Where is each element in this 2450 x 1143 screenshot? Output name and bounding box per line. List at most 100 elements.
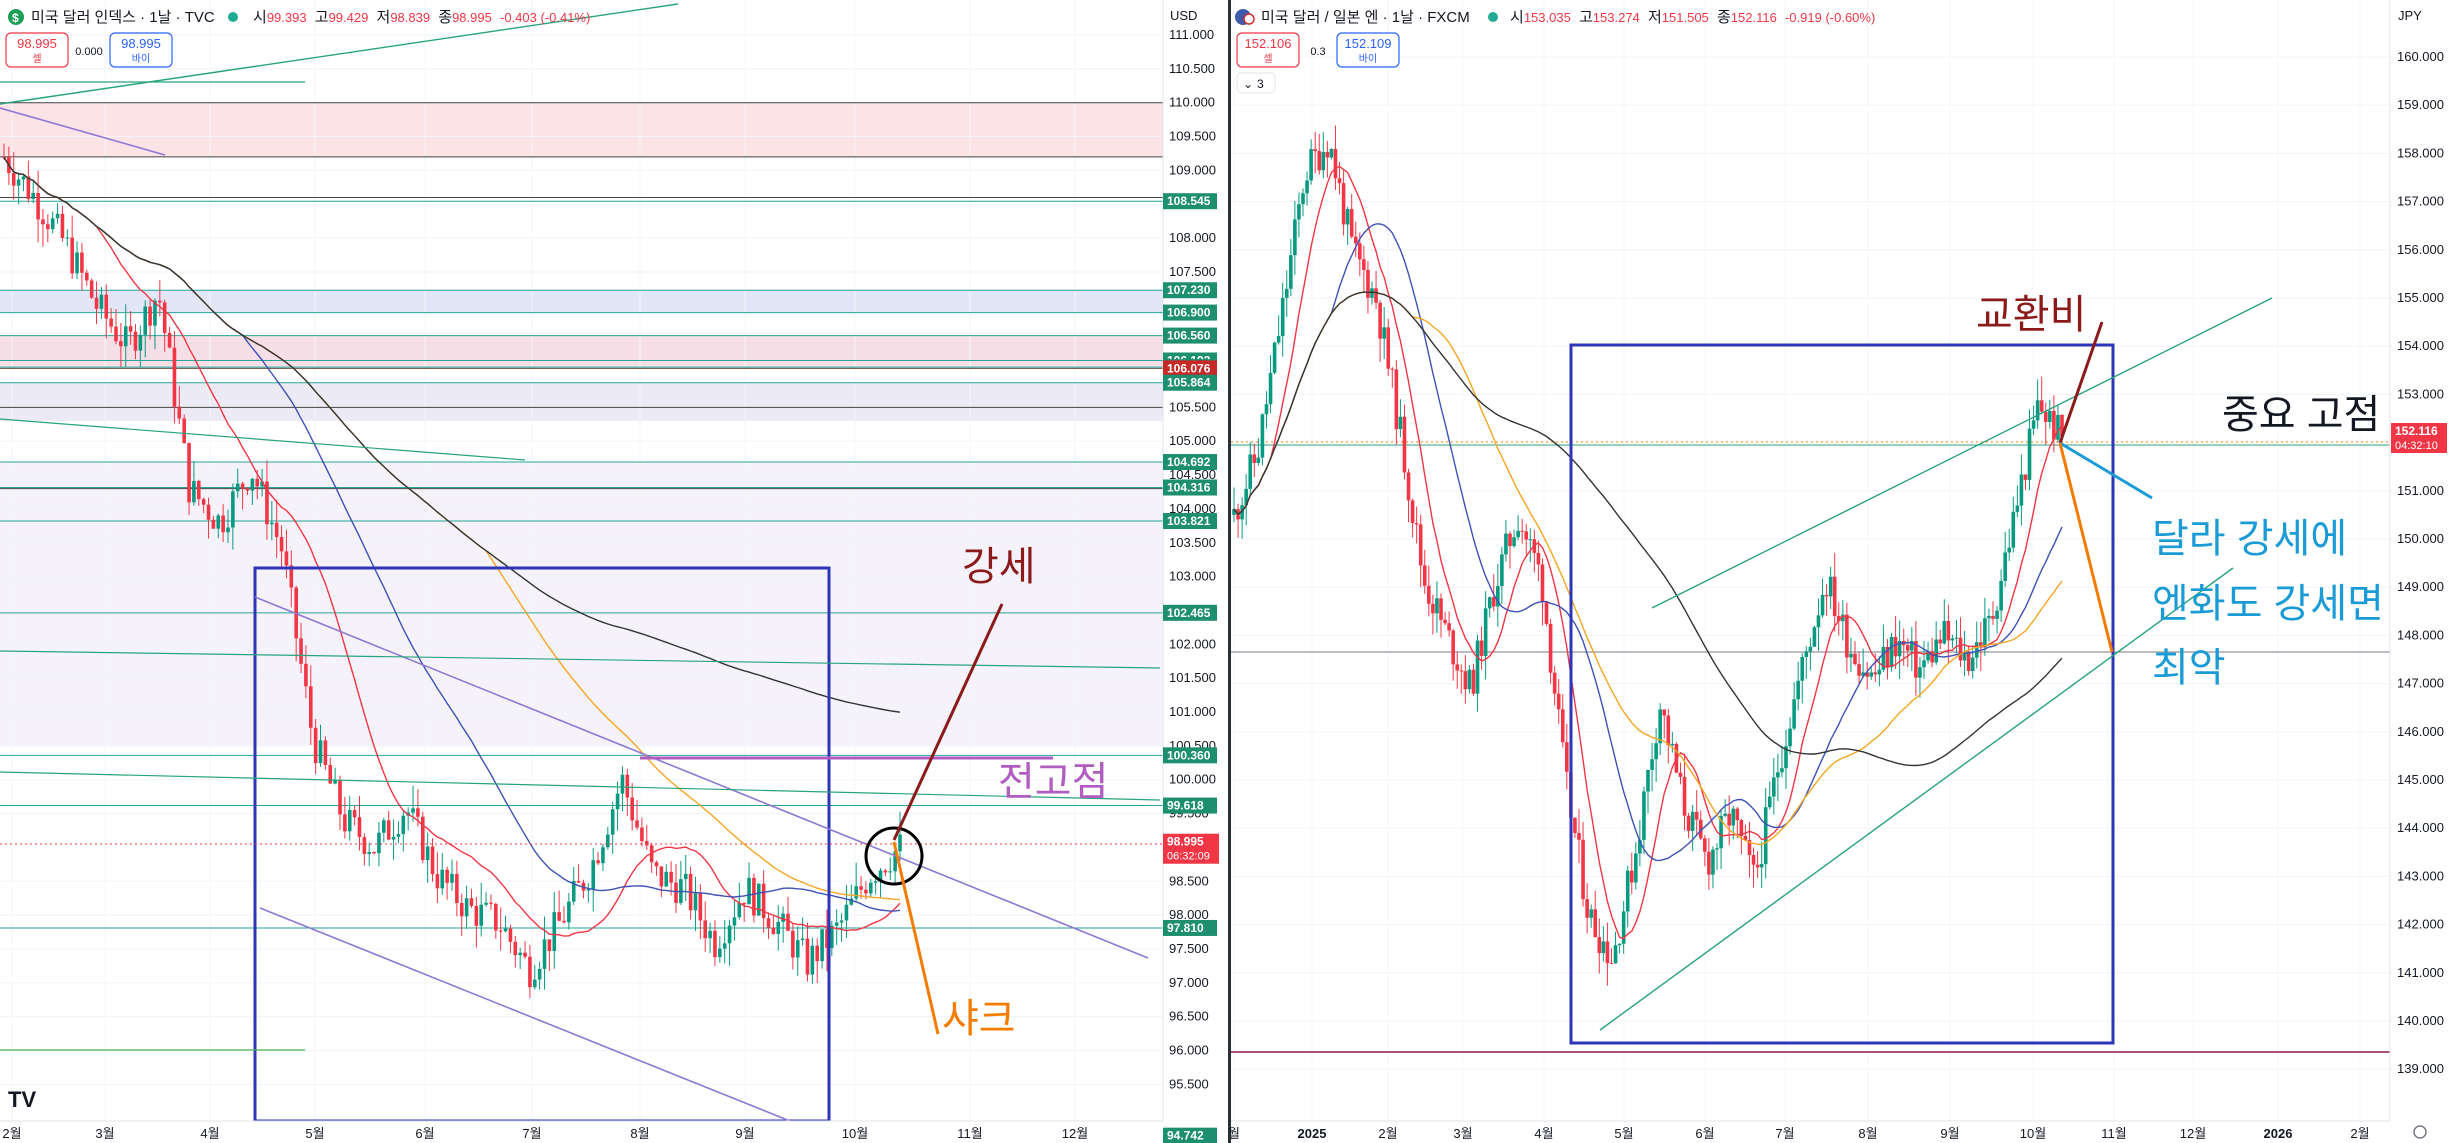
dxy-price-badge-label: 103.821 xyxy=(1167,514,1211,528)
dxy-trend-green-top[interactable] xyxy=(0,3,679,105)
usdjpy-y-tick: 146.000 xyxy=(2397,724,2444,739)
dxy-candle xyxy=(435,874,440,889)
dxy-candle xyxy=(640,827,644,842)
usdjpy-ma25[interactable] xyxy=(1233,223,2063,862)
dxy-bull-arrow-line[interactable] xyxy=(892,603,1004,841)
usdjpy-y-tick: 144.000 xyxy=(2397,820,2444,835)
dxy-countdown: 06:32:09 xyxy=(1167,851,1210,863)
usdjpy-candle xyxy=(1950,638,1955,641)
dxy-candle xyxy=(469,898,474,906)
usdjpy-candle xyxy=(1455,664,1460,671)
dxy-candle xyxy=(352,810,357,818)
usdjpy-settings-corner[interactable] xyxy=(2390,1121,2450,1143)
usdjpy-y-tick: 147.000 xyxy=(2397,676,2444,691)
usdjpy-time-axis[interactable] xyxy=(1231,1121,2450,1143)
dxy-last-price-badge xyxy=(1163,833,1219,864)
dxy-ma200[interactable] xyxy=(3,156,901,713)
usdjpy-candle xyxy=(1715,848,1719,850)
usdjpy-exchange-arrow-line[interactable] xyxy=(2058,321,2104,444)
dxy-header: $ 미국 달러 인덱스 · 1날 · TVC 시99.393 고99.429 저… xyxy=(5,9,590,68)
dxy-candle xyxy=(196,481,201,500)
usdjpy-ma45[interactable] xyxy=(1233,291,2063,846)
dxy-price-axis[interactable] xyxy=(1163,0,1228,1143)
dxy-x-ticks: 2월 3월 4월 5월 6월 7월 8월 9월 10월 11월 12월 xyxy=(2,1126,1088,1141)
usdjpy-range-box[interactable] xyxy=(1569,343,2115,1045)
dxy-candle xyxy=(732,917,737,926)
usdjpy-ma90[interactable] xyxy=(1233,291,2063,767)
gear-icon[interactable] xyxy=(2413,1125,2427,1139)
dxy-price-badge-label: 99.618 xyxy=(1167,799,1204,813)
usdjpy-candle xyxy=(1370,288,1374,298)
dxy-candle xyxy=(377,832,381,854)
usdjpy-candle xyxy=(1853,653,1857,665)
dxy-trend-purple-top[interactable] xyxy=(0,107,166,156)
dxy-x-tick: 5월 xyxy=(305,1126,324,1141)
dxy-candle xyxy=(425,846,430,861)
usdjpy-sell-button[interactable] xyxy=(1236,32,1300,68)
dxy-title[interactable]: 미국 달러 인덱스 · 1날 · TVC xyxy=(31,9,215,26)
usdjpy-price-axis[interactable] xyxy=(2390,0,2450,1143)
usdjpy-candle xyxy=(1763,807,1768,865)
dxy-sell-button[interactable] xyxy=(5,32,69,68)
usdjpy-candle xyxy=(2027,428,2032,480)
usdjpy-y-tick: 142.000 xyxy=(2397,917,2444,932)
dxy-candle xyxy=(362,837,367,855)
dxy-candle xyxy=(440,869,445,889)
dxy-channel-lower[interactable] xyxy=(259,907,791,1122)
dxy-chart-panel[interactable]: 강세 전고점 샤크 111.000 110.500 110.000 109.500 10… xyxy=(0,0,1228,1143)
dxy-trend-green-1[interactable] xyxy=(0,418,526,461)
usdjpy-candle xyxy=(1349,209,1354,237)
usdjpy-low-value: 151.505 xyxy=(1662,10,1709,25)
usdjpy-channel-lower[interactable] xyxy=(1599,567,2234,1031)
dxy-candle xyxy=(60,213,65,238)
usdjpy-y-tick: 151.000 xyxy=(2397,483,2444,498)
usdjpy-candle xyxy=(1289,255,1293,289)
panel-divider[interactable] xyxy=(1228,0,1231,1143)
dxy-candle xyxy=(182,418,186,443)
usdjpy-candle xyxy=(2003,552,2007,581)
dxy-trend-green-3[interactable] xyxy=(0,771,1161,801)
usdjpy-channel-upper[interactable] xyxy=(1651,297,2273,609)
dxy-change-value: -0.403 (-0.41%) xyxy=(500,10,590,25)
dxy-trend-green-2[interactable] xyxy=(0,650,1161,669)
usdjpy-buy-button[interactable] xyxy=(1336,32,1400,68)
dxy-time-axis[interactable] xyxy=(0,1121,1228,1143)
usdjpy-candle xyxy=(2048,410,2052,422)
dxy-candle xyxy=(11,172,16,186)
usdjpy-candle xyxy=(1897,640,1902,657)
usdjpy-candle xyxy=(1954,637,1959,639)
usdjpy-y-tick: 155.000 xyxy=(2397,290,2444,305)
dxy-price-badge xyxy=(1163,479,1217,496)
usdjpy-candle xyxy=(1828,576,1833,597)
usdjpy-down-arrow-line[interactable] xyxy=(2058,442,2114,653)
dxy-buy-button[interactable] xyxy=(109,32,173,68)
dxy-candle xyxy=(474,905,479,926)
usdjpy-title[interactable]: 미국 달러 / 일본 엔 · 1날 · FXCM xyxy=(1261,9,1470,26)
dxy-zone xyxy=(0,290,1163,313)
usdjpy-candle xyxy=(1435,598,1439,614)
dxy-candle xyxy=(542,939,547,969)
usdjpy-candle xyxy=(1297,204,1301,220)
usdjpy-chart-panel[interactable]: 교환비 중요 고점 달라 강세에 엔화도 강세면 최악 160.000 159.0… xyxy=(1228,0,2450,1143)
usdjpy-candle xyxy=(1780,768,1784,773)
indicator-toggle-button[interactable] xyxy=(1236,72,1276,94)
usdjpy-candle xyxy=(2056,414,2060,440)
dxy-candle xyxy=(528,956,532,988)
dxy-y-tick: 105.000 xyxy=(1169,433,1216,448)
dxy-candle xyxy=(839,920,844,923)
usdjpy-candle xyxy=(1983,618,1987,648)
dxy-ma20[interactable] xyxy=(3,156,901,937)
dxy-highlight-circle[interactable] xyxy=(864,826,924,886)
usdjpy-candle xyxy=(1293,219,1297,256)
usdjpy-countdown: 04:32:10 xyxy=(2395,440,2438,452)
usdjpy-peak-arrow-line[interactable] xyxy=(2059,441,2153,500)
usdjpy-ma10[interactable] xyxy=(1233,165,2063,940)
dxy-shark-arrow-line[interactable] xyxy=(892,841,940,1035)
dxy-candle xyxy=(382,820,386,833)
usdjpy-x-tick: 4월 xyxy=(1534,1126,1553,1141)
usdjpy-candle xyxy=(1483,608,1488,656)
dxy-candle xyxy=(123,326,128,347)
dxy-open-value: 99.393 xyxy=(267,10,307,25)
usdjpy-y-tick: 145.000 xyxy=(2397,772,2444,787)
